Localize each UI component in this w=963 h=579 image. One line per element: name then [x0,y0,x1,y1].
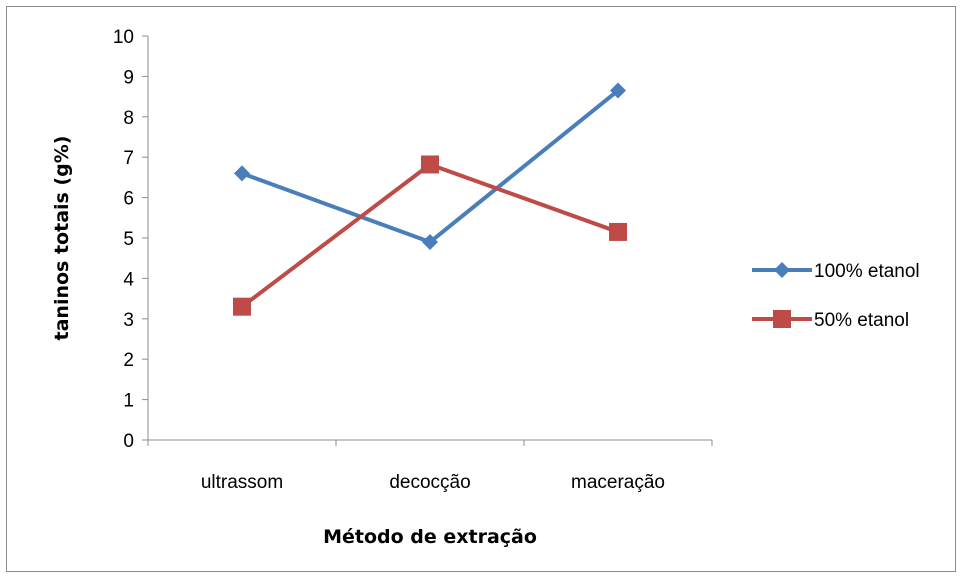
x-axis-title: Método de extração [323,526,537,548]
y-tick-label: 8 [123,108,134,129]
legend-label: 100% etanol [814,261,920,282]
legend-marker-square [773,310,791,328]
data-point-diamond [610,82,626,99]
data-point-diamond [234,165,250,182]
y-tick-label: 6 [123,189,134,210]
y-tick-label: 9 [123,67,134,88]
y-tick-label: 7 [123,148,134,169]
y-axis: 0 1 2 3 4 5 6 7 8 9 10 [113,27,149,452]
y-tick-label: 2 [123,350,134,371]
legend-marker-diamond [774,262,790,278]
y-tick-label: 0 [123,431,134,452]
legend: 100% etanol 50% etanol [752,261,920,331]
y-axis-title: taninos totais (g%) [51,136,73,341]
x-tick-label: decocção [389,472,470,493]
data-point-square [609,222,627,241]
chart-area [6,6,956,572]
series-lines [233,82,627,316]
y-tick-label: 5 [123,229,134,250]
y-tick-label: 4 [123,269,134,290]
data-point-diamond [422,234,438,251]
legend-label: 50% etanol [814,310,909,331]
y-tick-label: 3 [123,310,134,331]
data-point-square [233,297,251,316]
x-axis: ultrassom decocção maceração [147,439,713,493]
y-tick-label: 1 [123,391,134,412]
x-tick-label: maceração [571,472,665,493]
y-tick-label: 10 [113,27,134,48]
x-tick-label: ultrassom [201,472,283,493]
data-point-square [421,155,439,174]
